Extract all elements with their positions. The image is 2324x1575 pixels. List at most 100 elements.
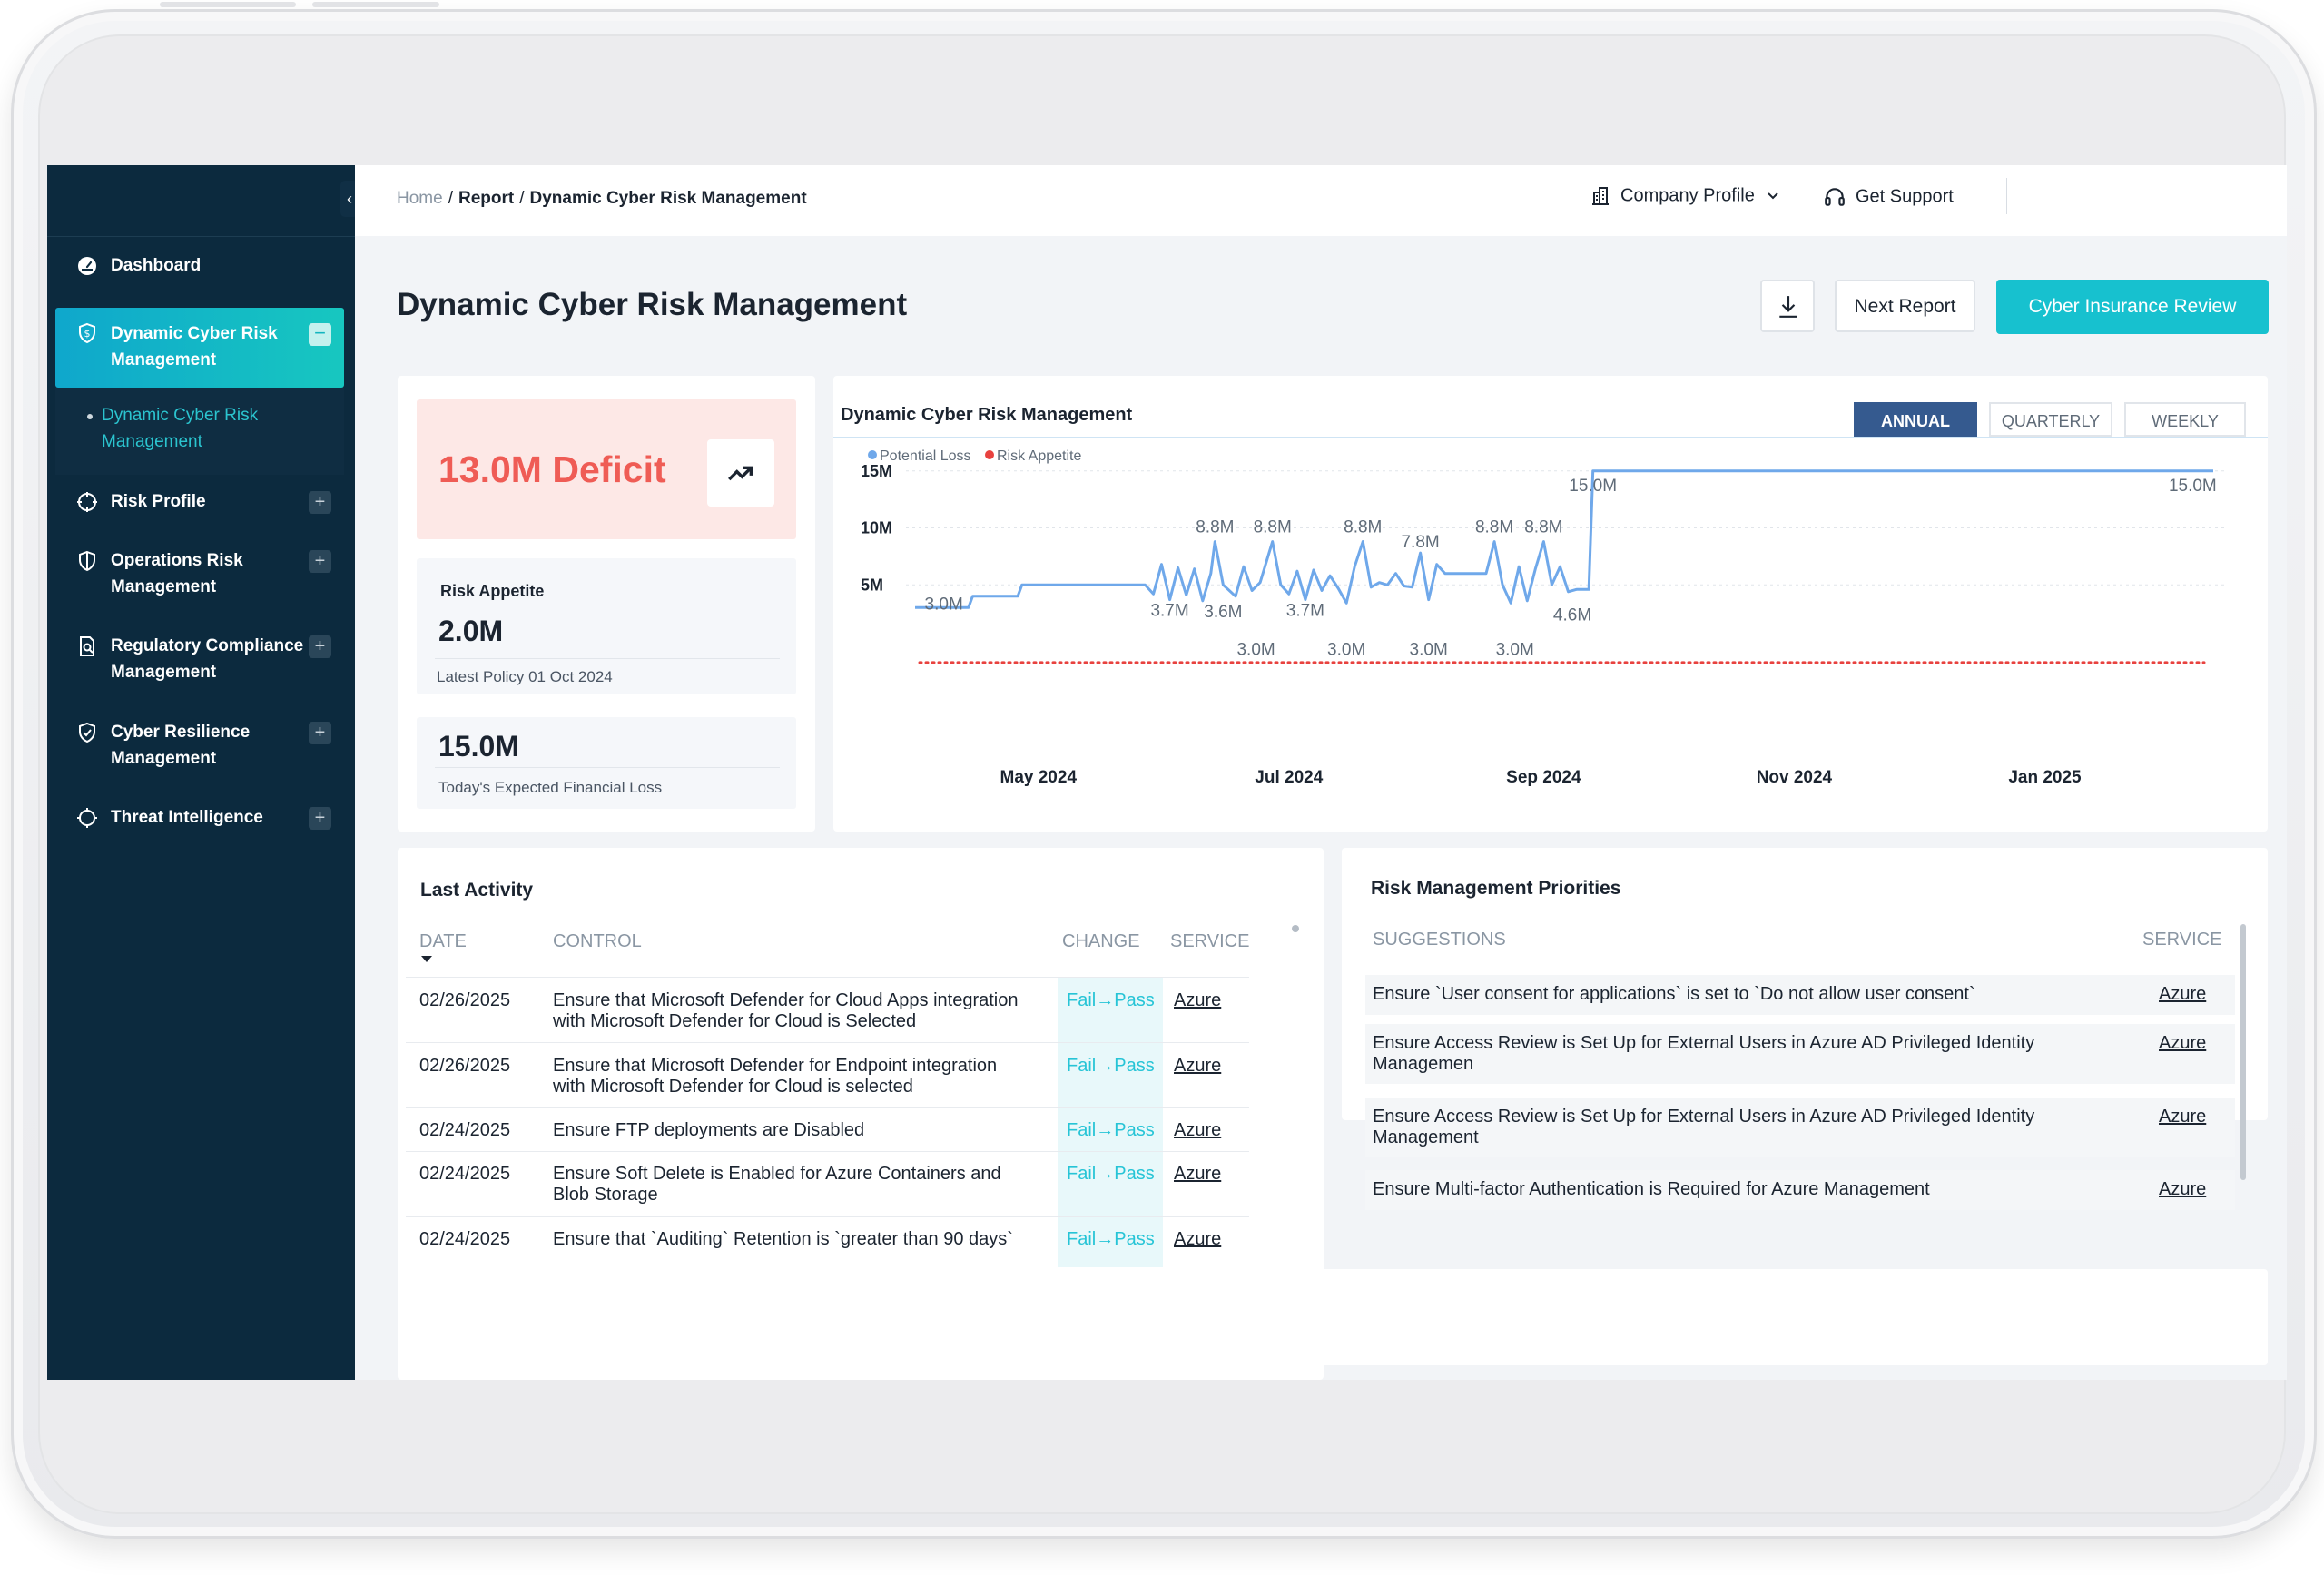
row-service-link[interactable]: Azure xyxy=(1174,1164,1222,1184)
row-date: 02/24/2025 xyxy=(419,1229,511,1249)
row-service-link[interactable]: Azure xyxy=(1174,1056,1222,1076)
sidebar-item-cyber-resilience[interactable]: Cyber Resilience Management + xyxy=(47,719,355,773)
expected-loss-label: Today's Expected Financial Loss xyxy=(438,779,663,796)
submenu-item-dynamic-cyber-risk[interactable]: Dynamic Cyber Risk Management xyxy=(102,406,259,451)
tab-weekly[interactable]: WEEKLY xyxy=(2124,402,2246,437)
expand-plus-icon[interactable]: + xyxy=(309,722,331,744)
sidebar-item-regulatory-compliance[interactable]: Regulatory Compliance Management + xyxy=(47,633,355,687)
cyber-insurance-review-button[interactable]: Cyber Insurance Review xyxy=(1996,280,2269,334)
sidebar-item-label: Regulatory Compliance Management xyxy=(111,636,304,682)
priority-service-link[interactable]: Azure xyxy=(2159,1179,2207,1199)
tab-quarterly[interactable]: QUARTERLY xyxy=(1989,402,2112,437)
chart-title: Dynamic Cyber Risk Management xyxy=(841,405,1133,425)
breadcrumb-report[interactable]: Report xyxy=(458,189,515,208)
priority-row[interactable]: Ensure Access Review is Set Up for Exter… xyxy=(1365,1098,2235,1157)
priority-row[interactable]: Ensure Access Review is Set Up for Exter… xyxy=(1365,1024,2235,1084)
sidebar-item-threat-intelligence[interactable]: Threat Intelligence + xyxy=(47,804,355,832)
expand-plus-icon[interactable]: + xyxy=(309,807,331,830)
sidebar-item-dashboard[interactable]: Dashboard xyxy=(47,252,355,280)
priority-text-line1: Ensure Access Review is Set Up for Exter… xyxy=(1373,1107,2035,1127)
sort-down-icon[interactable] xyxy=(421,956,432,963)
table-row[interactable]: 02/26/2025 Ensure that Microsoft Defende… xyxy=(406,1042,1249,1107)
headset-icon xyxy=(1825,188,1845,206)
priority-row[interactable]: Ensure `User consent for applications` i… xyxy=(1365,975,2235,1015)
x-tick-label: Sep 2024 xyxy=(1506,768,1581,787)
expand-plus-icon[interactable]: + xyxy=(309,491,331,514)
next-report-button[interactable]: Next Report xyxy=(1835,280,1975,332)
page-title: Dynamic Cyber Risk Management xyxy=(397,287,908,322)
row-service-link[interactable]: Azure xyxy=(1174,1120,1222,1140)
shield-check-icon xyxy=(79,722,95,743)
point-label: 3.0M xyxy=(1410,640,1448,659)
get-support-link[interactable]: Get Support xyxy=(1823,185,1954,209)
point-label: 3.7M xyxy=(1150,602,1188,621)
y-tick-label: 10M xyxy=(861,519,892,537)
crosshair-icon xyxy=(77,492,97,512)
table-row[interactable]: 02/26/2025 Ensure that Microsoft Defende… xyxy=(406,977,1249,1042)
deficit-card: 13.0M Deficit xyxy=(417,399,796,539)
document-search-icon xyxy=(80,636,94,656)
row-service-link[interactable]: Azure xyxy=(1174,1229,1222,1249)
point-label: 3.0M xyxy=(1327,640,1365,659)
priority-row[interactable]: Ensure Multi-factor Authentication is Re… xyxy=(1365,1170,2235,1210)
trending-up-icon xyxy=(728,466,753,481)
download-icon xyxy=(1779,296,1797,318)
table-row[interactable]: 02/24/2025 Ensure that `Auditing` Retent… xyxy=(406,1216,1249,1262)
table-row[interactable]: 02/24/2025 Ensure Soft Delete is Enabled… xyxy=(406,1151,1249,1216)
point-label: 8.8M xyxy=(1344,518,1382,537)
chevron-left-icon[interactable]: ‹ xyxy=(340,181,359,217)
x-tick-label: Nov 2024 xyxy=(1757,768,1833,787)
column-header-suggestions: SUGGESTIONS xyxy=(1373,930,1506,950)
column-header-control[interactable]: CONTROL xyxy=(553,931,642,951)
x-tick-label: Jul 2024 xyxy=(1255,768,1323,787)
sidebar-item-label: Risk Profile xyxy=(111,492,206,511)
row-service-link[interactable]: Azure xyxy=(1174,990,1222,1010)
priority-service-link[interactable]: Azure xyxy=(2159,1107,2207,1127)
bottom-panel xyxy=(398,1269,2268,1365)
collapse-minus-icon[interactable]: − xyxy=(309,323,331,346)
expand-plus-icon[interactable]: + xyxy=(309,635,331,658)
latest-policy-text: Latest Policy 01 Oct 2024 xyxy=(437,668,613,685)
column-header-change[interactable]: CHANGE xyxy=(1062,931,1140,951)
scroll-indicator[interactable] xyxy=(1292,925,1299,932)
topbar-divider xyxy=(2006,178,2007,214)
priority-service-link[interactable]: Azure xyxy=(2159,1033,2207,1053)
divider xyxy=(435,658,780,659)
chevron-down-icon xyxy=(1768,192,1779,200)
sidebar-item-dynamic-cyber-risk[interactable]: $ Dynamic Cyber Risk Management − xyxy=(55,308,344,388)
row-control-line2: with Microsoft Defender for Cloud is sel… xyxy=(553,1077,913,1097)
column-header-service[interactable]: SERVICE xyxy=(1170,931,1250,951)
priority-text-line1: Ensure `User consent for applications` i… xyxy=(1373,984,1975,1004)
sidebar: ‹ Dashboard $ Dynamic Cyber Risk Managem… xyxy=(47,165,359,1380)
row-control-line2: Blob Storage xyxy=(553,1185,658,1205)
table-row[interactable]: 02/24/2025 Ensure FTP deployments are Di… xyxy=(406,1107,1249,1151)
sidebar-item-operations-risk[interactable]: Operations Risk Management + xyxy=(47,547,355,602)
priorities-scrollbar[interactable] xyxy=(2240,924,2246,1180)
point-label: 8.8M xyxy=(1475,518,1513,537)
breadcrumb-home[interactable]: Home xyxy=(397,189,443,208)
expand-plus-icon[interactable]: + xyxy=(309,550,331,573)
y-tick-label: 15M xyxy=(861,462,892,480)
sidebar-item-label: Dashboard xyxy=(111,256,202,275)
target-icon xyxy=(77,808,97,828)
company-profile-label: Company Profile xyxy=(1620,185,1755,206)
row-date: 02/24/2025 xyxy=(419,1164,511,1184)
tablet-button-top-left xyxy=(160,2,296,7)
company-profile-dropdown[interactable]: Company Profile xyxy=(1590,185,1779,207)
row-control-line1: Ensure that Microsoft Defender for Endpo… xyxy=(553,1056,998,1076)
point-label: 3.0M xyxy=(925,595,963,614)
priority-service-link[interactable]: Azure xyxy=(2159,984,2207,1004)
bullet-icon xyxy=(87,414,93,419)
app-screen: ‹ Dashboard $ Dynamic Cyber Risk Managem… xyxy=(47,165,2287,1380)
column-header-service: SERVICE xyxy=(2142,930,2222,950)
trend-button[interactable] xyxy=(707,439,774,507)
priority-text-line2: Management xyxy=(1373,1127,1479,1147)
column-header-date[interactable]: DATE xyxy=(419,931,467,951)
x-tick-label: May 2024 xyxy=(1000,768,1078,787)
sidebar-item-label: Dynamic Cyber Risk Management xyxy=(111,324,278,369)
tab-annual[interactable]: ANNUAL xyxy=(1854,402,1977,437)
point-label: 3.0M xyxy=(1496,640,1534,659)
priority-text-line1: Ensure Access Review is Set Up for Exter… xyxy=(1373,1033,2035,1053)
sidebar-item-risk-profile[interactable]: Risk Profile + xyxy=(47,488,355,516)
download-button[interactable] xyxy=(1760,280,1815,332)
